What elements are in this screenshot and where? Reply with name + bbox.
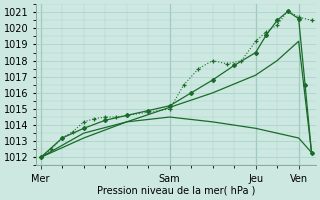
X-axis label: Pression niveau de la mer( hPa ): Pression niveau de la mer( hPa ) xyxy=(97,186,255,196)
